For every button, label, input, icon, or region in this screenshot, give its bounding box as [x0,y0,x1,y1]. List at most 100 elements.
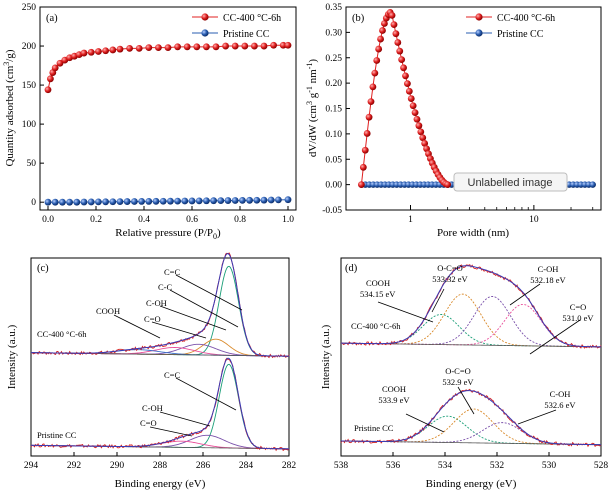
tooltip-text: Unlabelled image [468,177,553,189]
peak-annotations [377,283,581,433]
x-tick-label: 284 [239,461,254,471]
y-axis-label: Quantity adsorbed (cm3/g) [2,49,16,166]
data-point [167,197,174,205]
panel-label: (a) [46,13,58,24]
data-point [217,197,225,205]
y-tick-label: 200 [22,42,37,52]
fit-envelope [30,253,290,357]
data-point [102,198,109,206]
x-tick-label: 1 [408,215,413,225]
x-tick-label: 294 [24,461,39,471]
panel-b: 1 10 -0.05 0.00 0.05 0.10 0.15 0.20 0.25 0.30 0.35… [305,3,602,239]
peak-label: COOH [96,306,120,316]
data-point [109,46,117,54]
data-point [181,197,189,205]
data-point [203,43,210,51]
y-tick-label: 50 [27,159,37,169]
legend-marker [201,13,209,21]
panel-a: 0.0 0.2 0.4 0.6 0.8 1.0 0 50 100 150 200 250 (a) CC… [2,3,297,241]
spectrum-label: CC-400 °C-6h [351,321,401,331]
data-point [193,43,201,51]
y-tick-label: 150 [22,81,37,91]
series-line [48,199,289,203]
data-point [109,198,117,206]
component-peak [30,265,290,357]
peak-label: C-OH 532.18 eV [530,264,566,285]
peak-label: C=C [164,370,180,380]
data-point [411,109,419,117]
data-point [375,45,383,53]
x-tick-label: 10 [529,215,539,225]
data-point [155,44,162,51]
x-axis-label: Binding energy (eV) [115,478,206,490]
y-tick-label: 0.35 [325,3,342,13]
peak-label: O-C=O 533.32 eV [432,263,468,284]
data-point [377,35,384,43]
data-point [371,69,379,77]
data-point [405,87,413,95]
data-point [415,122,423,130]
panel-c: 294 292 290 288 286 284 282 (c) CC-400 °C-6h P… [6,252,297,490]
data-point [373,57,381,64]
x-tick-label: 282 [282,461,297,471]
y-tick-label: 0.00 [325,181,342,191]
data-point [381,20,388,27]
legend-entry: CC-400 °C-6h [223,13,281,24]
x-axis-label: Binding energy (eV) [426,478,517,490]
data-point [222,42,230,50]
data-point [404,80,411,88]
y-tick-label: 0.20 [325,79,342,89]
y-tick-label: -0.05 [322,206,342,216]
data-point [359,163,367,171]
data-point [270,41,277,49]
data-point [253,196,261,204]
data-point [44,198,52,206]
peak-label: COOH 533.9 eV [378,384,410,405]
spectrum-label: Pristine CC [354,423,394,433]
data-point [589,181,596,188]
data-point [409,102,417,110]
x-tick-label: 0.6 [186,215,198,225]
panel-d: 538 536 534 532 530 528 (d) CC-400 °C-6h Pris… [320,257,609,490]
y-axis-label: dV/dW (cm3 g-1 nm-1) [305,59,319,157]
data-point [394,39,402,46]
data-point [174,43,182,51]
data-point [444,181,452,189]
data-point [260,42,268,50]
data-point [116,198,124,206]
x-axis-label: Pore width (nm) [437,227,509,239]
data-point [413,115,421,123]
data-point [251,42,258,50]
panel-label: (b) [352,13,365,24]
data-point [159,197,167,205]
x-tick-label: 536 [386,461,401,471]
spectrum-label: Pristine CC [37,430,77,440]
peak-label: C-OH 532.6 eV [544,389,576,410]
peak-label: C=O [144,314,161,324]
legend: CC-400 °C-6h Pristine CC [192,13,281,40]
y-tick-label: 250 [22,3,37,13]
y-axis-label: Intensity (a.u.) [320,324,332,389]
data-point [73,198,81,206]
fit-envelope [340,390,602,446]
data-point [402,72,409,80]
peak-label: C-OH [142,403,163,413]
data-point [421,139,429,147]
legend-marker [475,29,483,37]
series-line [360,11,448,186]
peak-label: C=O 531.0 eV [562,302,594,323]
spectrum-label: CC-400 °C-6h [37,329,87,339]
x-tick-label: 0.4 [138,215,150,225]
data-point [59,198,66,206]
data-point [407,95,415,102]
data-point [138,198,146,205]
data-point [164,44,172,51]
data-point [51,64,59,72]
data-point [284,41,292,49]
x-axis-label: Relative pressure (P/P0) [115,227,221,241]
x-tick-label: 528 [594,461,609,471]
data-point [369,83,377,91]
data-point [363,130,371,137]
data-point [95,198,102,206]
